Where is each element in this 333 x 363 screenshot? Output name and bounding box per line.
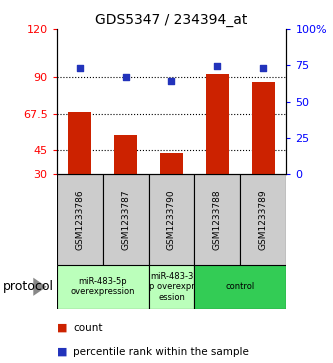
- Bar: [103, 174, 149, 265]
- Polygon shape: [33, 278, 47, 296]
- Bar: [240, 174, 286, 265]
- Bar: [252, 82, 275, 174]
- Bar: [194, 265, 286, 309]
- Bar: [57, 174, 103, 265]
- Point: [77, 65, 82, 71]
- Bar: [149, 174, 194, 265]
- Text: miR-483-5p
overexpression: miR-483-5p overexpression: [70, 277, 135, 297]
- Text: ■: ■: [57, 323, 67, 333]
- Bar: [160, 153, 183, 174]
- Text: ■: ■: [57, 347, 67, 357]
- Bar: [57, 265, 149, 309]
- Bar: [68, 112, 91, 174]
- Text: GSM1233789: GSM1233789: [259, 189, 268, 250]
- Text: count: count: [73, 323, 103, 333]
- Point: [215, 63, 220, 69]
- Text: miR-483-3
p overexpr
ession: miR-483-3 p overexpr ession: [149, 272, 194, 302]
- Text: protocol: protocol: [3, 280, 54, 293]
- Bar: [194, 174, 240, 265]
- Point: [261, 65, 266, 70]
- Bar: [149, 265, 194, 309]
- Text: control: control: [226, 282, 255, 291]
- Bar: [114, 135, 137, 174]
- Point: [169, 78, 174, 84]
- Text: GSM1233786: GSM1233786: [75, 189, 84, 250]
- Point: [123, 74, 128, 80]
- Text: GSM1233787: GSM1233787: [121, 189, 130, 250]
- Text: percentile rank within the sample: percentile rank within the sample: [73, 347, 249, 357]
- Text: GSM1233788: GSM1233788: [213, 189, 222, 250]
- Text: GSM1233790: GSM1233790: [167, 189, 176, 250]
- Bar: [206, 74, 229, 174]
- Title: GDS5347 / 234394_at: GDS5347 / 234394_at: [95, 13, 248, 26]
